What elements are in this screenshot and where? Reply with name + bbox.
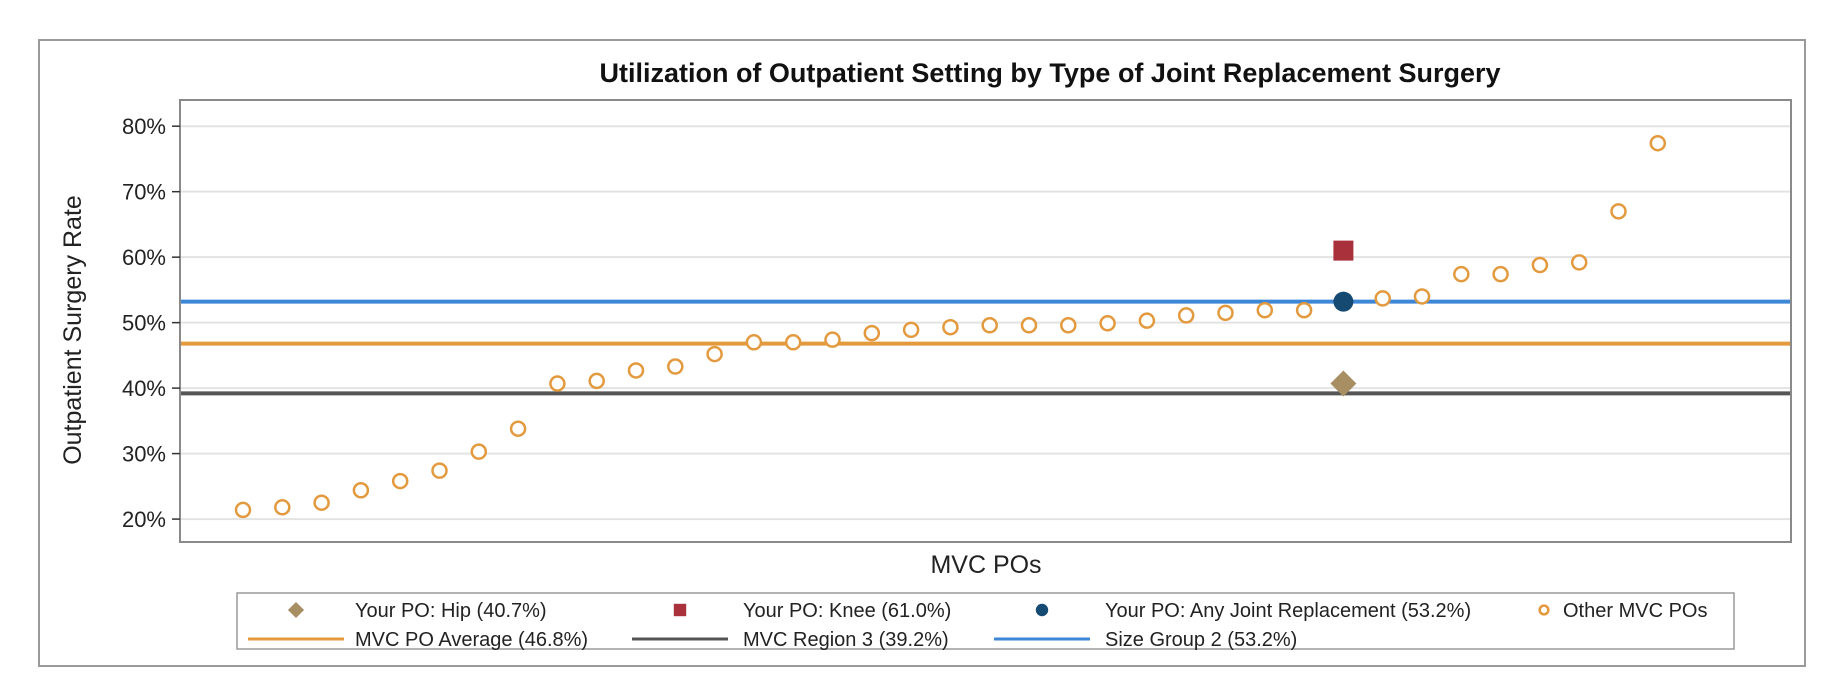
legend-circle-symbol [1035, 603, 1049, 617]
legend-label: MVC Region 3 (39.2%) [743, 629, 949, 651]
y-axis-ticks: 20% 30% 40% 50% 60% 70% 80% [122, 114, 180, 532]
open-circle-data-point [902, 321, 920, 339]
open-circle-data-point [706, 345, 723, 363]
legend-box [236, 592, 1735, 650]
open-circle-data-point [509, 420, 527, 437]
open-circle-data-point [942, 318, 959, 336]
open-circle-data-point [1610, 203, 1627, 220]
open-circle-data-point [1138, 312, 1156, 329]
legend-open-circle-symbol [1538, 604, 1550, 616]
open-circle-data-point [1217, 304, 1234, 322]
data-markers [234, 134, 1667, 519]
diamond-data-point [1330, 370, 1357, 397]
gridlines [180, 125, 1791, 521]
open-circle-data-point [627, 362, 645, 379]
legend-diamond-symbol [287, 601, 305, 619]
legend-label: Your PO: Knee (61.0%) [743, 600, 951, 622]
open-circle-data-point [391, 472, 409, 490]
open-circle-data-point [824, 331, 841, 348]
y-tick-label: 60% [122, 245, 166, 270]
reference-lines [180, 299, 1791, 396]
open-circle-data-point [1177, 307, 1195, 324]
open-circle-data-point [470, 443, 488, 460]
open-circle-data-point [1295, 301, 1313, 319]
y-tick-label: 50% [122, 311, 166, 336]
chart-title: Utilization of Outpatient Setting by Typ… [599, 58, 1500, 88]
open-circle-data-point [1020, 317, 1038, 334]
open-circle-data-point [431, 462, 448, 479]
open-circle-data-point [234, 501, 252, 519]
y-tick-label: 30% [122, 442, 166, 467]
open-circle-data-point [588, 372, 605, 390]
square-data-point [1333, 240, 1354, 261]
circle-data-point [1333, 291, 1354, 312]
open-circle-data-point [274, 499, 291, 516]
open-circle-data-point [1531, 256, 1549, 274]
plot-frame [179, 99, 1792, 543]
open-circle-data-point [981, 317, 998, 334]
open-circle-data-point [1060, 317, 1077, 334]
y-tick-label: 40% [122, 376, 166, 401]
open-circle-data-point [1099, 315, 1116, 332]
legend: Your PO: Hip (40.7%) Your PO: Knee (61.0%… [248, 600, 1707, 651]
open-circle-data-point [1256, 301, 1274, 319]
legend-label: Your PO: Any Joint Replacement (53.2%) [1105, 600, 1471, 622]
y-tick-label: 70% [122, 180, 166, 205]
open-circle-data-point [863, 324, 881, 342]
y-axis-label: Outpatient Surgery Rate [59, 195, 87, 465]
legend-square-symbol [673, 603, 687, 617]
open-circle-data-point [549, 375, 566, 392]
open-circle-data-point [1492, 265, 1509, 283]
y-tick-label: 80% [122, 114, 166, 139]
outer-frame [38, 39, 1806, 667]
open-circle-data-point [667, 358, 684, 375]
open-circle-data-point [784, 334, 802, 351]
open-circle-data-point [352, 482, 370, 499]
open-circle-data-point [1453, 265, 1470, 283]
legend-label: Other MVC POs [1563, 600, 1707, 622]
legend-label: Your PO: Hip (40.7%) [355, 600, 547, 622]
open-circle-data-point [1570, 254, 1588, 271]
open-circle-data-point [1374, 290, 1391, 307]
x-axis-label: MVC POs [930, 551, 1041, 579]
y-tick-label: 20% [122, 507, 166, 532]
open-circle-data-point [745, 334, 763, 351]
legend-label: MVC PO Average (46.8%) [355, 629, 588, 651]
legend-label: Size Group 2 (53.2%) [1105, 629, 1297, 651]
open-circle-data-point [1649, 134, 1667, 152]
open-circle-data-point [1413, 288, 1431, 305]
open-circle-data-point [313, 494, 330, 511]
